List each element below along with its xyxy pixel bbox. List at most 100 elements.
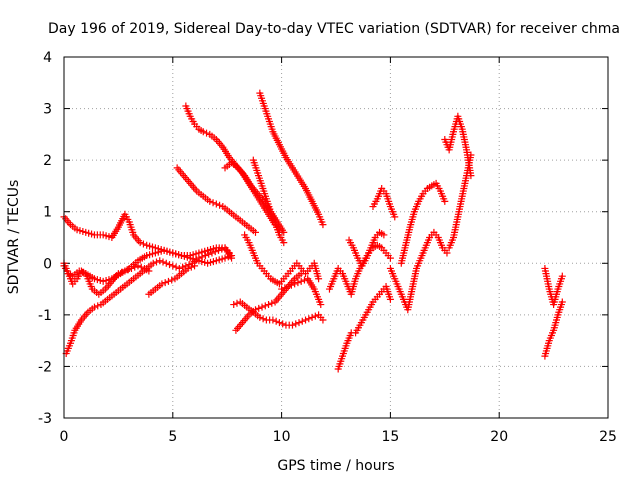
data-point-s6 [251,228,259,236]
data-point-s3 [201,252,209,260]
data-point-s11 [279,320,287,328]
grid-lines [64,57,608,418]
data-point-s3 [195,254,203,262]
x-tick-label: 20 [490,429,508,445]
data-point-s11 [292,320,300,328]
data-point-s6 [209,199,217,207]
data-point-s1 [221,254,229,262]
data-point-s12 [258,303,266,311]
data-point-s2 [118,268,126,276]
data-point-s11 [275,319,283,327]
data-point-s22 [558,272,566,280]
data-point-s11 [298,317,306,325]
data-point-s11 [288,321,296,329]
y-tick-label: 1 [43,205,52,221]
data-point-s18 [443,249,451,257]
x-tick-label: 25 [599,429,617,445]
x-tick-label: 10 [273,429,291,445]
data-point-s3 [156,257,164,265]
data-point-s15 [386,254,394,262]
data-point-s13 [291,280,299,288]
data-point-s4 [168,276,176,284]
data-point-s16 [380,231,388,239]
data-point-s11 [311,312,319,320]
data-point-s2 [134,262,142,270]
data-points [60,89,566,373]
data-point-s3 [149,259,157,267]
data-point-s2 [131,263,139,271]
data-point-s13 [317,301,325,309]
data-point-s6 [216,201,224,209]
y-tick-label: 4 [43,50,52,66]
data-point-s3 [152,258,160,266]
x-tick-label: 0 [60,429,69,445]
data-point-s13 [297,277,305,285]
data-point-s11 [230,301,238,309]
data-point-s4 [187,263,195,271]
data-point-s7 [319,221,327,229]
y-tick-labels: -3 -2 -1 0 1 2 3 4 [38,50,52,427]
data-point-s13 [300,276,308,284]
data-point-s4 [191,262,199,270]
data-point-s11 [319,316,327,324]
data-point-s13 [294,279,302,287]
data-point-s3 [159,258,167,266]
data-point-s0 [139,240,147,248]
data-point-s4 [184,264,192,272]
data-point-s13 [281,284,289,292]
data-point-s4 [161,279,169,287]
axis-ticks [63,56,609,419]
data-point-s5 [199,128,207,136]
data-point-s6 [212,200,220,208]
data-point-s3 [214,246,222,254]
data-point-s10 [315,275,323,283]
data-point-s19 [441,197,449,205]
data-point-s2 [114,270,122,278]
data-point-s3 [218,245,226,253]
data-point-s3 [208,249,216,257]
data-point-s17 [391,213,399,221]
data-point-s12 [251,306,259,314]
y-tick-label: 0 [43,256,52,272]
data-point-s12 [265,301,273,309]
data-point-s3 [166,261,174,269]
data-point-s3 [175,264,183,272]
y-tick-label: 2 [43,153,52,169]
data-point-s2 [121,267,129,275]
chart-title: Day 196 of 2019, Sidereal Day-to-day VTE… [48,21,620,37]
x-tick-labels: 0 5 10 15 20 25 [60,429,617,445]
data-point-s3 [94,302,102,310]
data-point-s3 [172,263,180,271]
data-point-s12 [261,302,269,310]
data-point-s3 [169,262,177,270]
data-point-s1 [224,253,232,261]
data-point-s11 [256,313,264,321]
x-tick-label: 15 [381,429,399,445]
data-point-s11 [259,315,267,323]
data-point-s12 [255,304,263,312]
data-point-s0 [136,239,144,247]
data-point-s13 [278,285,286,293]
y-tick-label: -3 [38,411,52,427]
data-point-s3 [225,249,233,257]
data-point-s12 [297,270,305,278]
data-point-s11 [272,317,280,325]
data-point-s6 [206,197,214,205]
data-point-s12 [268,299,276,307]
data-point-s4 [164,277,172,285]
data-point-s3 [179,263,187,271]
data-point-s11 [269,316,277,324]
data-point-s2 [137,263,145,271]
data-point-s2 [124,266,132,274]
y-axis-label: SDTVAR / TECUs [6,180,22,295]
data-point-s3 [198,253,206,261]
data-point-s14 [386,295,394,303]
data-point-s2 [127,264,135,272]
data-point-s11 [295,319,303,327]
data-point-s23 [558,298,566,306]
data-point-s5 [203,129,211,137]
data-point-s4 [158,280,166,288]
data-point-s3 [205,250,213,258]
x-axis-label: GPS time / hours [277,458,394,474]
